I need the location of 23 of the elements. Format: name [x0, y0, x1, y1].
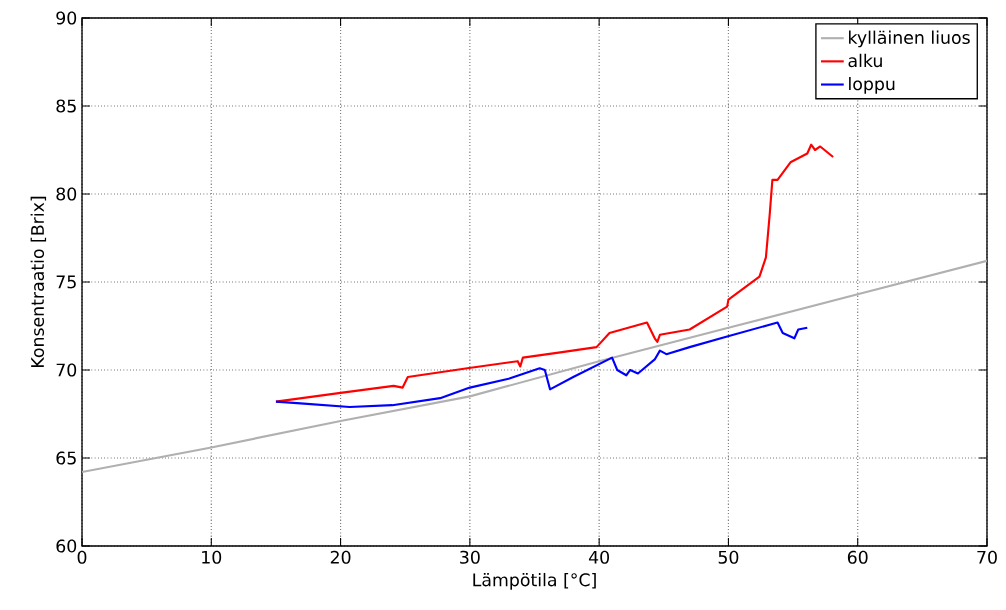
x-tick-label: 60 — [847, 550, 868, 564]
x-tick-label: 70 — [977, 550, 997, 564]
y-tick-label: 85 — [56, 99, 76, 113]
y-tick-label: 75 — [56, 275, 76, 289]
x-tick-label: 30 — [460, 550, 480, 564]
y-tick-label: 80 — [56, 187, 77, 201]
y-axis-title: Konsentraatio [Brix] — [30, 196, 47, 367]
y-tick-label: 70 — [56, 363, 77, 377]
x-axis-title: Lämpötila [°C] — [473, 572, 596, 590]
x-tick-label: 0 — [77, 550, 87, 564]
legend-label: kylläinen liuos — [849, 30, 970, 48]
y-tick-label: 90 — [56, 11, 77, 25]
line-series — [82, 259, 987, 474]
line-series — [274, 321, 809, 409]
x-tick-label: 50 — [718, 550, 739, 564]
x-tick-label: 40 — [588, 550, 610, 564]
x-tick-label: 20 — [330, 550, 351, 564]
legend-label: loppu — [849, 76, 895, 94]
line-series — [274, 143, 835, 403]
x-tick-label: 10 — [202, 550, 222, 564]
y-tick-label: 60 — [56, 539, 77, 553]
legend-label: alku — [848, 53, 882, 68]
y-tick-label: 65 — [56, 451, 76, 465]
